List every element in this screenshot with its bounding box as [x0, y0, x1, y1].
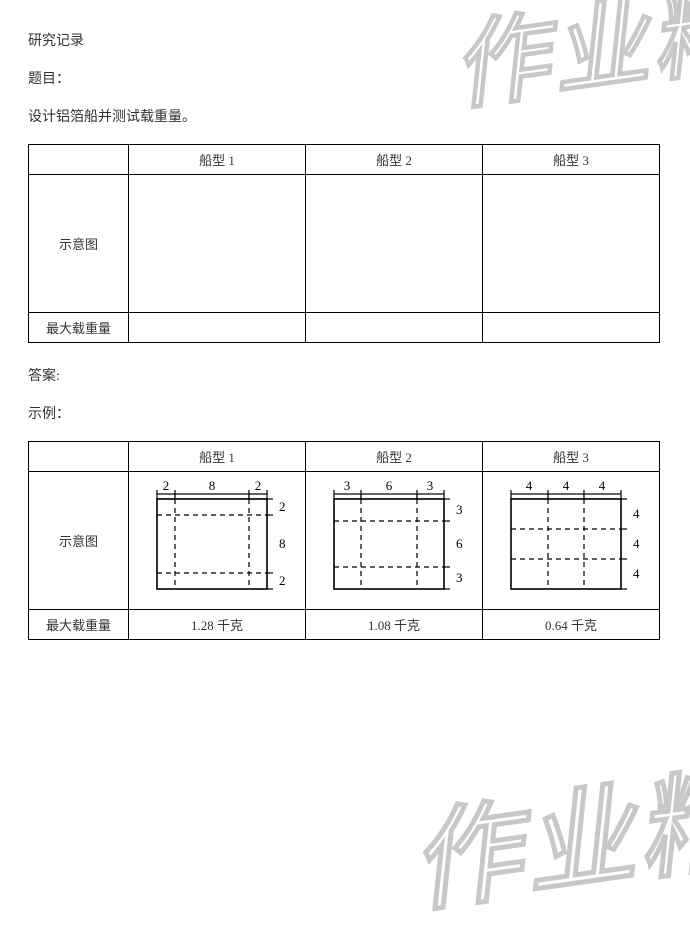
svg-text:4: 4 [599, 478, 606, 493]
svg-text:4: 4 [526, 478, 533, 493]
table1-diagram-2 [306, 175, 483, 313]
svg-text:2: 2 [279, 499, 286, 514]
table2-diagram-3: 4 4 4 4 4 4 [483, 472, 660, 610]
boat-diagram-svg: 3 6 3 3 6 3 [314, 477, 474, 605]
table2-col-3: 船型 3 [483, 442, 660, 472]
table-example: 船型 1 船型 2 船型 3 示意图 2 8 2 2 8 2 3 6 3 3 6 3 4 4 4 4 44 … [28, 441, 660, 640]
svg-text:4: 4 [633, 506, 640, 521]
table1-diagram-3 [483, 175, 660, 313]
svg-text:3: 3 [427, 478, 434, 493]
svg-text:8: 8 [279, 536, 286, 551]
table2-diagram-label: 示意图 [29, 472, 129, 610]
table1-col-1: 船型 1 [129, 145, 306, 175]
boat-diagram-svg: 2 8 2 2 8 2 [137, 477, 297, 605]
table1-corner [29, 145, 129, 175]
boat-diagram-svg: 4 4 4 4 4 4 [491, 477, 651, 605]
svg-text:2: 2 [163, 478, 170, 493]
table2-weight-label: 最大载重量 [29, 610, 129, 640]
table1-diagram-1 [129, 175, 306, 313]
svg-text:4: 4 [563, 478, 570, 493]
svg-text:2: 2 [279, 573, 286, 588]
question-label: 题目： [28, 68, 662, 88]
svg-text:3: 3 [456, 502, 463, 517]
table1-weight-1 [129, 313, 306, 343]
svg-text:2: 2 [255, 478, 262, 493]
watermark-bottom: 作业精 [399, 728, 690, 934]
table1-diagram-label: 示意图 [29, 175, 129, 313]
svg-text:3: 3 [344, 478, 351, 493]
table2-col-2: 船型 2 [306, 442, 483, 472]
question-text: 设计铝箔船并测试载重量。 [28, 106, 662, 126]
heading-record: 研究记录 [28, 30, 662, 50]
table2-corner [29, 442, 129, 472]
svg-text:6: 6 [456, 536, 463, 551]
svg-text:4: 4 [633, 536, 640, 551]
table1-weight-label: 最大载重量 [29, 313, 129, 343]
svg-text:4: 4 [633, 566, 640, 581]
table2-weight-1: 1.28 千克 [129, 610, 306, 640]
table-blank: 船型 1 船型 2 船型 3 示意图 最大载重量 [28, 144, 660, 343]
table1-weight-3 [483, 313, 660, 343]
table2-weight-2: 1.08 千克 [306, 610, 483, 640]
example-label: 示例： [28, 403, 662, 423]
table1-col-3: 船型 3 [483, 145, 660, 175]
table2-diagram-1: 2 8 2 2 8 2 [129, 472, 306, 610]
table2-col-1: 船型 1 [129, 442, 306, 472]
table2-diagram-2: 3 6 3 3 6 3 [306, 472, 483, 610]
svg-text:3: 3 [456, 570, 463, 585]
svg-text:6: 6 [386, 478, 393, 493]
table1-weight-2 [306, 313, 483, 343]
svg-text:8: 8 [209, 478, 216, 493]
table1-col-2: 船型 2 [306, 145, 483, 175]
answer-label: 答案: [28, 365, 662, 385]
table2-weight-3: 0.64 千克 [483, 610, 660, 640]
